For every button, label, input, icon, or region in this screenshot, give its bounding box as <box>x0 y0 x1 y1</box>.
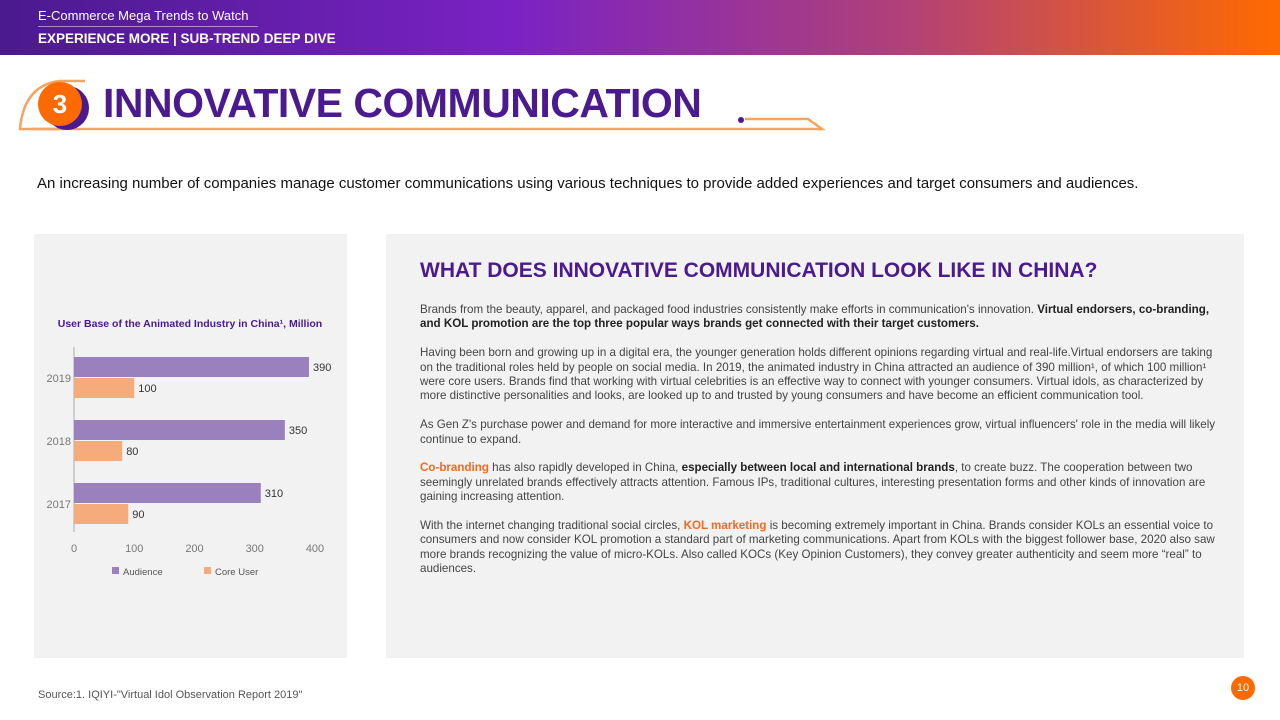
paragraph-2: Having been born and growing up in a dig… <box>420 346 1213 403</box>
x-tick-label: 400 <box>306 543 324 555</box>
highlight-co-branding: Co-branding <box>420 461 489 475</box>
data-label: 390 <box>313 362 331 374</box>
y-tick-label: 2017 <box>47 499 71 511</box>
paragraph-1: Brands from the beauty, apparel, and pac… <box>420 303 1225 332</box>
paragraph-4: Co-branding has also rapidly developed i… <box>420 461 1225 504</box>
bar-audience <box>74 483 261 503</box>
text: With the internet changing traditional s… <box>420 519 684 533</box>
text: is becoming extremely important in China… <box>420 519 1215 576</box>
text: Brands from the beauty, apparel, and pac… <box>420 303 1038 316</box>
x-tick-label: 100 <box>125 543 143 555</box>
chart-title: User Base of the Animated Industry in Ch… <box>58 318 322 330</box>
header-section: EXPERIENCE MORE | SUB-TREND DEEP DIVE <box>38 31 336 46</box>
bar-core-user <box>74 441 123 461</box>
bar-core-user <box>74 378 135 398</box>
intro-text: An increasing number of companies manage… <box>37 175 1139 192</box>
text-bold: Virtual endorsers, co-branding, and KOL … <box>420 303 1210 331</box>
x-tick-label: 0 <box>71 543 77 555</box>
legend-swatch <box>112 567 119 574</box>
data-label: 90 <box>132 509 144 521</box>
panel-body: Brands from the beauty, apparel, and pac… <box>420 303 1225 591</box>
panel-title: WHAT DOES INNOVATIVE COMMUNICATION LOOK … <box>420 259 1098 282</box>
paragraph-3: As Gen Z's purchase power and demand for… <box>420 418 1216 446</box>
bar-core-user <box>74 504 129 524</box>
legend-label: Core User <box>215 567 258 578</box>
header-divider <box>38 26 258 27</box>
page-title: INNOVATIVE COMMUNICATION <box>103 80 702 126</box>
source-note: Source:1. IQIYI-"Virtual Idol Observatio… <box>38 689 303 701</box>
text-bold: especially between local and internation… <box>681 461 955 475</box>
data-label: 100 <box>138 383 156 395</box>
highlight-kol-marketing: KOL marketing <box>683 519 767 533</box>
title-decoration <box>18 79 826 131</box>
paragraph-5: With the internet changing traditional s… <box>420 519 1225 577</box>
data-label: 80 <box>126 446 138 458</box>
data-label: 350 <box>289 425 307 437</box>
legend-label: Audience <box>123 567 163 578</box>
x-tick-label: 300 <box>246 543 264 555</box>
y-tick-label: 2018 <box>47 436 71 448</box>
data-label: 310 <box>265 488 283 500</box>
legend-swatch <box>204 567 211 574</box>
bar-audience <box>74 357 309 377</box>
header-subtitle: E-Commerce Mega Trends to Watch <box>38 8 249 23</box>
y-tick-label: 2019 <box>47 373 71 385</box>
x-tick-label: 200 <box>185 543 203 555</box>
bar-audience <box>74 420 285 440</box>
content-panel: WHAT DOES INNOVATIVE COMMUNICATION LOOK … <box>386 234 1244 658</box>
chart-panel: User Base of the Animated Industry in Ch… <box>34 234 347 658</box>
header-banner: E-Commerce Mega Trends to Watch EXPERIEN… <box>0 0 1280 55</box>
section-number-badge: 3 <box>38 82 82 126</box>
text: has also rapidly developed in China, <box>488 461 682 475</box>
text: , to create buzz. The cooperation betwee… <box>420 461 1206 504</box>
bar-chart: User Base of the Animated Industry in Ch… <box>47 318 332 578</box>
page-number: 10 <box>1231 676 1255 700</box>
